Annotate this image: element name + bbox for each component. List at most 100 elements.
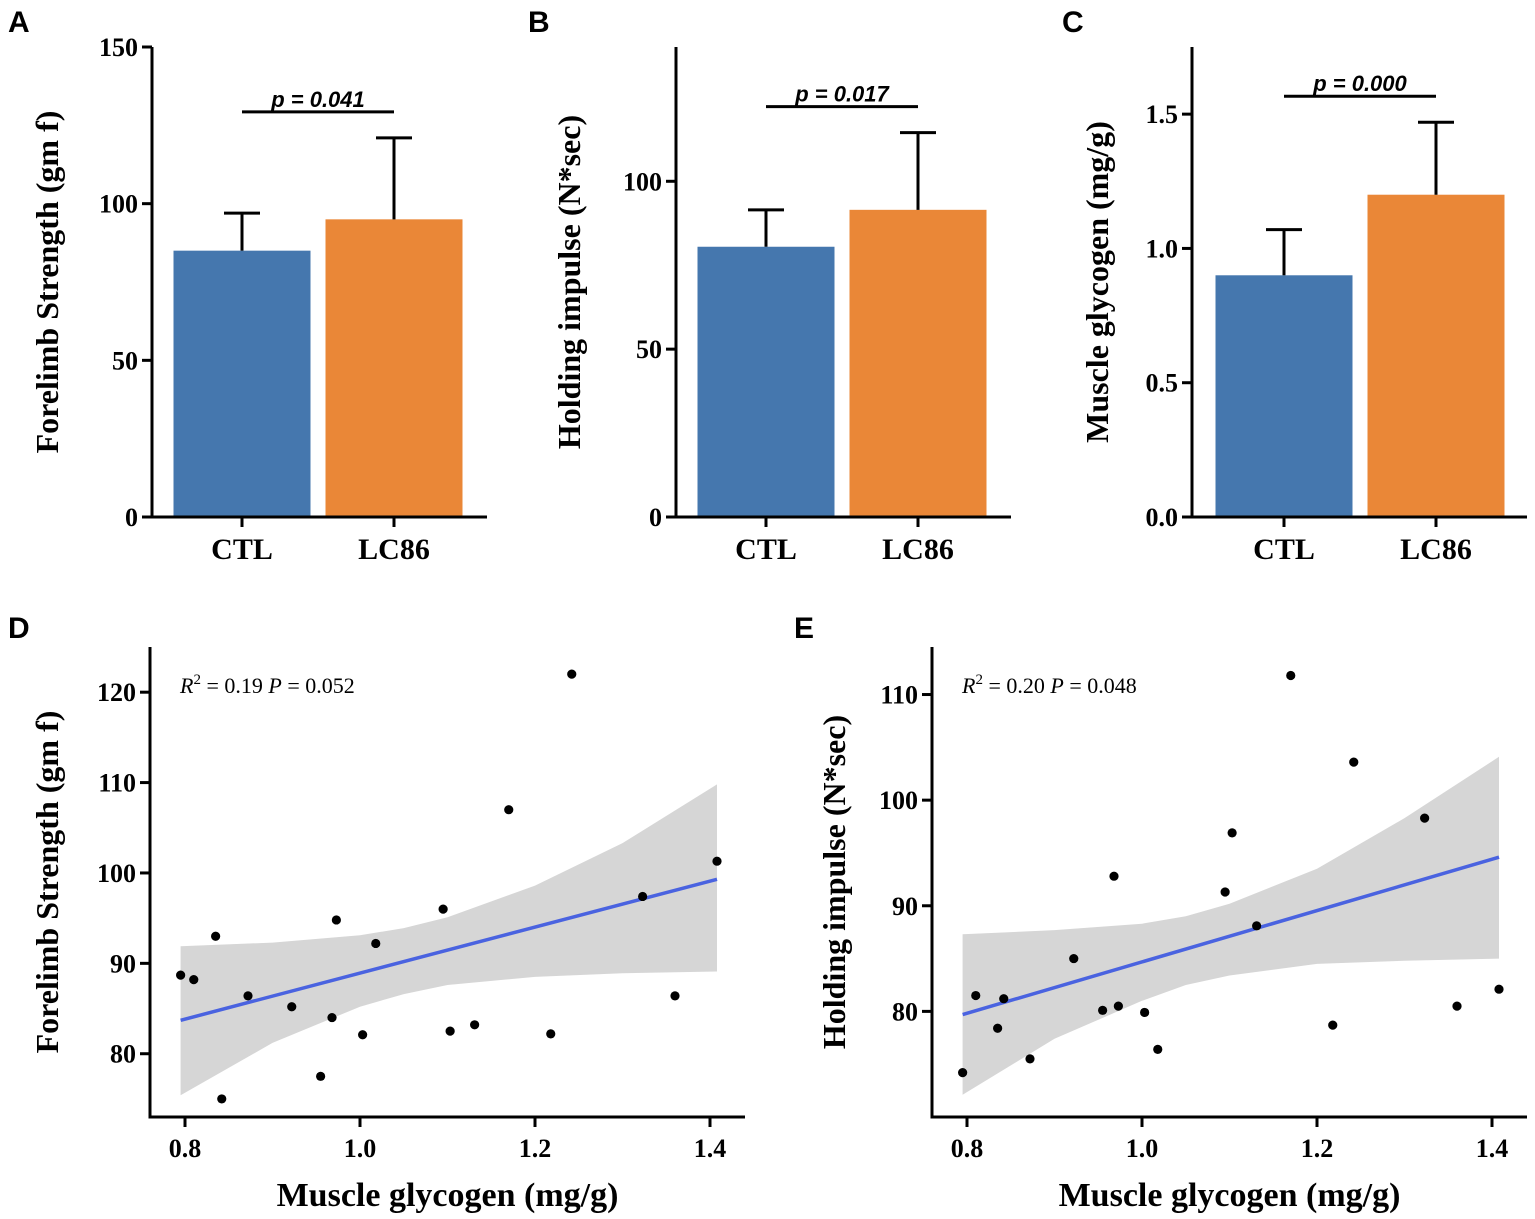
data-point	[999, 994, 1009, 1004]
bar-ctl	[697, 246, 835, 517]
bar-lc86	[1367, 194, 1505, 517]
r-squared-exponent: 2	[193, 672, 201, 688]
data-point	[1113, 1001, 1123, 1011]
x-tick-label: 0.8	[169, 1134, 202, 1163]
x-tick-label: 1.2	[1301, 1134, 1334, 1163]
panel-c: C 0.0 0.5 1.0 1.5 CTL LC86 Muscle glycogen (mg…	[1062, 6, 1527, 566]
p-symbol: P	[267, 673, 281, 698]
data-point	[1452, 1001, 1462, 1011]
p-value: = 0.048	[1064, 673, 1137, 698]
y-tick-label: 120	[97, 678, 136, 707]
y-tick-label: 80	[110, 1040, 136, 1069]
panel-label-c: C	[1062, 6, 1084, 39]
y-axis-label: Forelimb Strength (gm f)	[29, 111, 65, 454]
data-point	[438, 904, 448, 914]
panel-label-b: B	[528, 6, 550, 39]
data-point	[1349, 757, 1359, 767]
x-tick-label: 1.4	[694, 1134, 727, 1163]
p-value-label: p = 0.017	[794, 82, 890, 107]
category-label-ctl: CTL	[211, 533, 273, 566]
data-point	[1286, 670, 1296, 681]
data-point	[1420, 813, 1430, 823]
data-point	[670, 991, 680, 1001]
x-tick-label: 0.8	[951, 1134, 984, 1163]
data-point	[358, 1030, 368, 1040]
y-tick-label: 1.0	[1146, 234, 1179, 263]
y-axis-label: Holding impulse (N*sec)	[551, 115, 587, 449]
confidence-band	[962, 756, 1499, 1095]
y-tick-label: 100	[99, 190, 138, 219]
y-tick-label: 100	[623, 167, 662, 196]
bar-lc86	[849, 209, 987, 518]
panel-label-a: A	[8, 6, 30, 39]
confidence-band	[180, 784, 718, 1096]
data-point	[211, 931, 221, 941]
r-squared-exponent: 2	[975, 672, 983, 688]
data-point	[1494, 984, 1504, 994]
panel-b: B 0 50 100 CTL LC86 Holding impulse (N*sec) p …	[528, 6, 1011, 566]
x-axis-label: Muscle glycogen (mg/g)	[277, 1177, 619, 1214]
data-point	[993, 1023, 1003, 1033]
y-tick-label: 90	[892, 892, 918, 921]
y-tick-label: 50	[636, 335, 662, 364]
bar-ctl	[1215, 275, 1353, 517]
x-tick-label: 1.0	[344, 1134, 377, 1163]
x-tick-label: 1.2	[519, 1134, 552, 1163]
category-label-ctl: CTL	[1253, 533, 1315, 566]
r-squared-value: = 0.20	[983, 673, 1050, 698]
data-point	[1025, 1054, 1035, 1064]
y-tick-label: 110	[98, 769, 136, 798]
data-point	[243, 991, 253, 1001]
bar-lc86	[325, 219, 463, 518]
data-point	[470, 1020, 480, 1030]
y-tick-label: 80	[892, 997, 918, 1026]
data-point	[546, 1029, 556, 1039]
data-point	[504, 805, 514, 815]
y-tick-label: 0	[125, 503, 138, 532]
p-value-label: p = 0.041	[270, 87, 365, 112]
category-label-lc86: LC86	[882, 533, 954, 566]
data-point	[567, 669, 577, 679]
data-point	[1252, 921, 1262, 931]
x-tick-label: 1.4	[1476, 1134, 1509, 1163]
panel-d: D 80 90 100 110 120 0.8 1.0 1.2 1.4 Muscle glycog…	[8, 612, 745, 1214]
data-point	[331, 915, 341, 925]
y-tick-label: 0.5	[1146, 369, 1179, 398]
data-point	[1328, 1020, 1338, 1030]
data-point	[712, 856, 722, 866]
y-tick-label: 0	[649, 503, 662, 532]
y-tick-label: 1.5	[1146, 100, 1179, 129]
bar-ctl	[173, 250, 311, 517]
data-point	[1098, 1005, 1108, 1015]
data-point	[327, 1012, 337, 1023]
y-axis-label: Forelimb Strength (gm f)	[29, 711, 65, 1054]
y-tick-label: 100	[879, 786, 918, 815]
r-squared-value: = 0.19	[201, 673, 268, 698]
y-tick-label: 90	[110, 949, 136, 978]
data-point	[1140, 1007, 1150, 1018]
data-point	[638, 891, 648, 902]
regression-line	[180, 877, 718, 1022]
data-point	[316, 1071, 326, 1081]
x-tick-label: 1.0	[1126, 1134, 1159, 1163]
data-point	[1069, 953, 1079, 964]
regression-line	[962, 855, 1500, 1017]
stat-annotation: R2 = 0.20 P = 0.048	[961, 672, 1137, 698]
data-point	[445, 1026, 455, 1036]
y-tick-label: 110	[880, 681, 918, 710]
y-axis-label: Holding impulse (N*sec)	[816, 715, 852, 1049]
category-label-lc86: LC86	[358, 533, 430, 566]
r-squared-symbol: R	[961, 673, 976, 698]
data-point	[371, 938, 381, 949]
y-axis-label: Muscle glycogen (mg/g)	[1079, 121, 1115, 443]
data-point	[189, 975, 199, 985]
stat-annotation: R2 = 0.19 P = 0.052	[179, 672, 355, 698]
p-value: = 0.052	[282, 673, 355, 698]
data-point	[1153, 1044, 1163, 1055]
y-tick-label: 50	[112, 346, 138, 375]
p-value-label: p = 0.000	[1312, 71, 1407, 96]
data-point	[176, 970, 186, 980]
panel-label-e: E	[794, 612, 814, 645]
data-point	[287, 1002, 297, 1012]
